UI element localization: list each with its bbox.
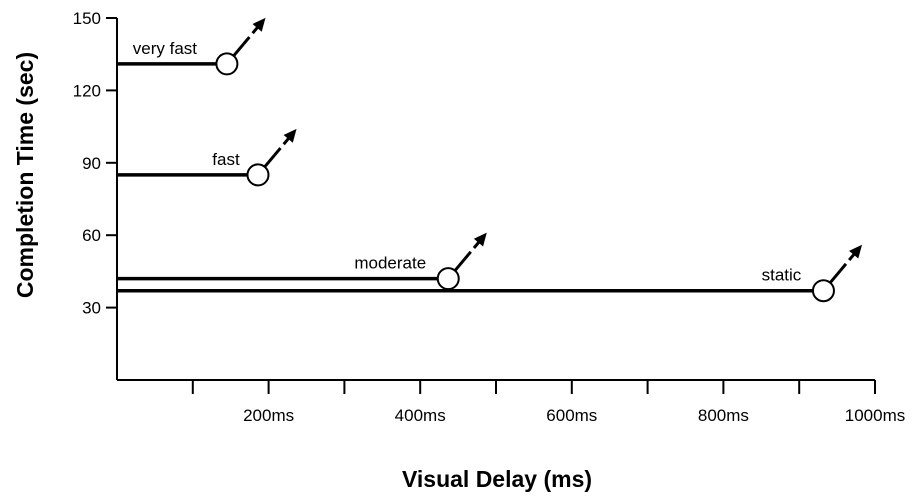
trend-arrow-line	[263, 153, 276, 168]
x-axis-title: Visual Delay (ms)	[402, 466, 592, 492]
series-label: very fast	[133, 39, 198, 58]
trend-arrow-line	[453, 257, 467, 272]
data-point	[436, 267, 460, 291]
arrow-head-icon	[283, 128, 297, 143]
data-point	[215, 52, 239, 76]
x-tick-label: 800ms	[698, 406, 749, 425]
y-axis-title: Completion Time (sec)	[12, 52, 38, 298]
series-label: moderate	[354, 254, 426, 273]
data-point	[246, 163, 270, 187]
trend-arrow-line	[829, 269, 842, 284]
series-static: static	[117, 244, 863, 303]
series-very-fast: very fast	[117, 17, 266, 76]
series-fast: fast	[117, 128, 297, 187]
x-tick-label: 600ms	[546, 406, 597, 425]
x-tick-label: 400ms	[395, 406, 446, 425]
x-tick-label: 200ms	[243, 406, 294, 425]
data-point	[811, 279, 835, 303]
trend-arrow-dash	[839, 248, 860, 272]
trend-arrow-dash	[242, 21, 263, 45]
y-tick-label: 30	[82, 299, 101, 318]
series-label: fast	[212, 150, 240, 169]
trend-arrow-dash	[273, 132, 294, 156]
series-label: static	[762, 266, 802, 285]
y-tick-label: 90	[82, 154, 101, 173]
y-tick-label: 150	[73, 9, 101, 28]
y-tick-label: 120	[73, 81, 101, 100]
trend-arrow-line	[232, 42, 245, 57]
trend-arrow-dash	[463, 236, 485, 260]
arrow-head-icon	[252, 17, 266, 32]
x-tick-label: 1000ms	[845, 406, 905, 425]
arrow-head-icon	[473, 232, 487, 247]
series-group: very fast fast moderate static	[117, 17, 863, 303]
arrow-head-icon	[849, 244, 863, 259]
series-moderate: moderate	[117, 232, 487, 291]
y-tick-label: 60	[82, 226, 101, 245]
axes: 200ms 400ms 600ms 800ms 1000ms 30 60 90 120 150	[73, 9, 906, 425]
